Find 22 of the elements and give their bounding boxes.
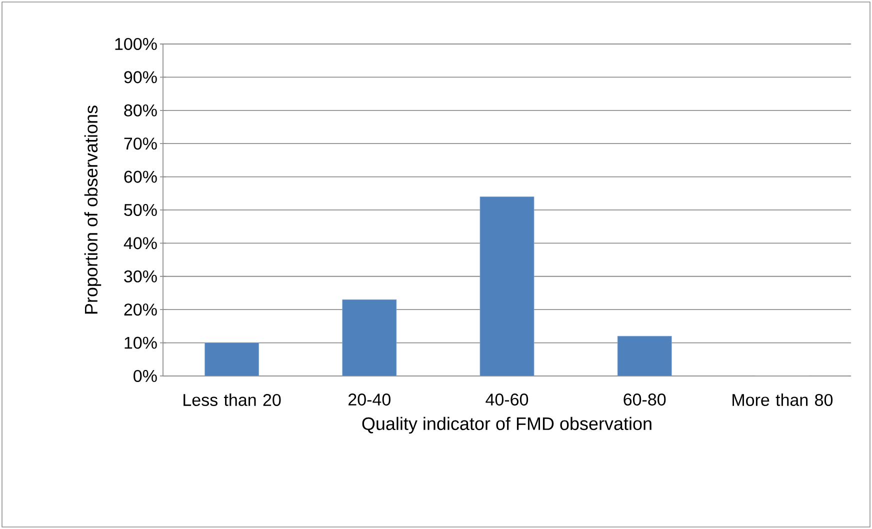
x-tick-label: 40-60: [486, 394, 528, 406]
y-tick-label: 10%: [124, 336, 157, 349]
bar: [204, 342, 260, 376]
x-tick-label: More than 80: [732, 394, 833, 406]
y-tick-label: 80%: [124, 104, 157, 116]
bar: [480, 196, 534, 376]
y-tick-label: 20%: [124, 304, 157, 316]
y-axis-title: Proportion of observations: [84, 106, 102, 314]
y-tick-label: 30%: [124, 270, 157, 282]
x-tick-label: 20-40: [348, 394, 390, 406]
y-tick-label: 50%: [124, 204, 157, 216]
bar: [342, 299, 397, 376]
y-tick-label: 70%: [124, 138, 157, 150]
y-tick-label: 0%: [134, 370, 157, 382]
x-axis-title: Quality indicator of FMD observation: [362, 416, 652, 434]
y-tick-label: 60%: [124, 170, 157, 183]
bar: [617, 336, 672, 376]
x-tick-label: 60-80: [624, 394, 666, 406]
y-tick-label: 40%: [124, 237, 157, 250]
y-tick-label: 100%: [115, 38, 157, 50]
x-tick-label: Less than 20: [184, 394, 281, 406]
y-tick-label: 90%: [124, 71, 157, 84]
